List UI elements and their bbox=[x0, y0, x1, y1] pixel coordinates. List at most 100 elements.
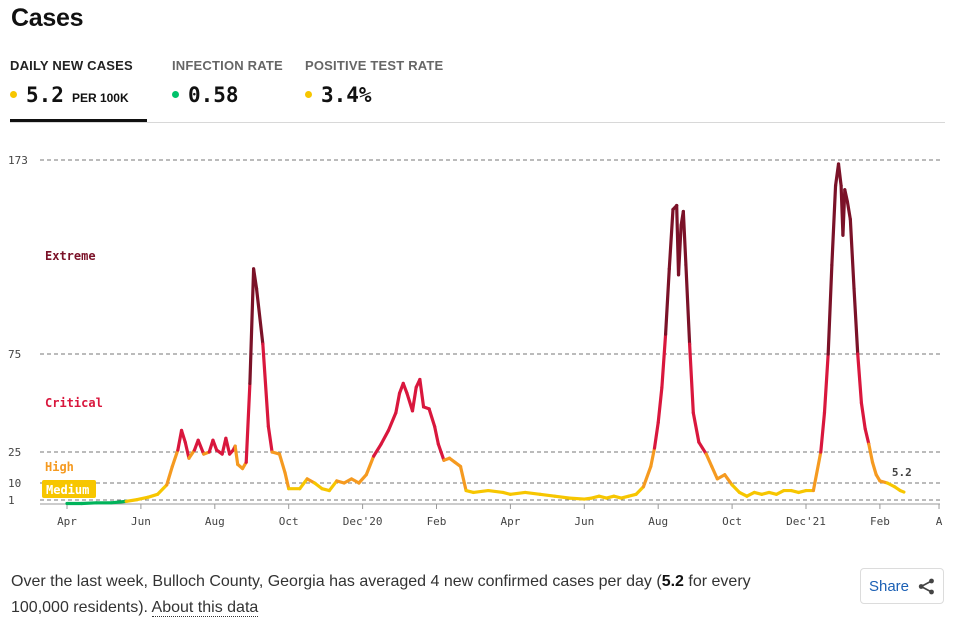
series-segment bbox=[663, 267, 671, 336]
series-segment bbox=[863, 426, 871, 446]
series-segment bbox=[870, 460, 878, 477]
x-tick-label: A bbox=[936, 515, 943, 528]
tab-value: 0.58 bbox=[188, 83, 239, 107]
series-segment bbox=[811, 450, 823, 493]
x-tick-label: Oct bbox=[279, 515, 299, 528]
x-tick-label: Dec'21 bbox=[786, 515, 826, 528]
series-segment bbox=[652, 421, 660, 450]
x-tick-label: Aug bbox=[648, 515, 668, 528]
share-label: Share bbox=[868, 577, 910, 595]
series-segment bbox=[486, 488, 505, 495]
series-segment bbox=[688, 342, 695, 415]
series-segment bbox=[165, 464, 174, 487]
series-segment bbox=[634, 485, 646, 496]
y-tick-label: 1 bbox=[8, 494, 15, 507]
x-tick-label: Jun bbox=[574, 515, 594, 528]
y-tick-label: 10 bbox=[8, 477, 21, 490]
series-segment bbox=[394, 391, 402, 415]
series-segment bbox=[124, 498, 139, 503]
series-segment bbox=[109, 499, 128, 505]
series-segment bbox=[458, 464, 468, 493]
series-segment bbox=[819, 411, 827, 454]
series-segment bbox=[410, 385, 418, 413]
series-segment bbox=[553, 494, 572, 500]
series-segment bbox=[836, 162, 843, 188]
series-segment bbox=[843, 188, 849, 204]
x-tick-label: Jun bbox=[131, 515, 151, 528]
series-segment bbox=[859, 401, 867, 431]
series-segment bbox=[244, 381, 252, 464]
series-segment bbox=[723, 473, 734, 487]
series-segment bbox=[676, 223, 683, 277]
series-segment bbox=[822, 352, 830, 415]
series-segment bbox=[826, 263, 834, 356]
cases-chart: 173 75 25 10 1 Apr Jun Aug Oct Dec'20 Feb Apr Jun Aug… bbox=[8, 154, 943, 528]
tab-infection-rate[interactable]: INFECTION RATE 0.58 bbox=[172, 56, 284, 122]
share-button[interactable]: Share bbox=[860, 568, 944, 604]
series-segment bbox=[845, 199, 852, 221]
series-segment bbox=[538, 492, 557, 498]
series-segment bbox=[277, 452, 287, 475]
series-segment bbox=[433, 424, 440, 446]
series-segment bbox=[523, 490, 542, 496]
series-segment bbox=[401, 381, 409, 395]
series-segment bbox=[704, 452, 714, 469]
series-segment bbox=[357, 473, 368, 485]
last-value-label: 5.2 bbox=[892, 466, 912, 479]
x-tick-label: Aug bbox=[205, 515, 225, 528]
series-segment bbox=[436, 442, 446, 462]
series-segment bbox=[697, 440, 708, 456]
series-segment bbox=[327, 479, 339, 493]
series-segment bbox=[224, 436, 232, 456]
series-segment bbox=[146, 492, 160, 499]
status-dot-icon bbox=[305, 91, 312, 98]
y-tick-label: 75 bbox=[8, 348, 21, 361]
status-dot-icon bbox=[10, 91, 17, 98]
series-segment bbox=[187, 448, 197, 460]
series-segment bbox=[298, 477, 309, 491]
series-segment bbox=[691, 411, 701, 444]
about-data-link[interactable]: About this data bbox=[151, 599, 259, 617]
summary-text: Over the last week, Bulloch County, Geor… bbox=[11, 573, 751, 617]
series-segment bbox=[660, 332, 668, 389]
series-segment bbox=[135, 495, 150, 502]
x-tick-label: Dec'20 bbox=[343, 515, 383, 528]
series-segment bbox=[649, 446, 657, 469]
tab-daily-new-cases[interactable]: DAILY NEW CASES 5.2 PER 100K bbox=[10, 56, 147, 122]
series-segment bbox=[248, 267, 256, 385]
tab-positive-test-rate[interactable]: POSITIVE TEST RATE 3.4% bbox=[305, 56, 445, 122]
series-segment bbox=[656, 385, 664, 425]
zone-label-critical: Critical bbox=[45, 396, 103, 410]
share-icon bbox=[918, 578, 934, 594]
series-segment bbox=[379, 428, 391, 446]
x-tick-label: Oct bbox=[722, 515, 742, 528]
y-tick-label: 173 bbox=[8, 154, 28, 167]
x-tick-label: Apr bbox=[500, 515, 520, 528]
series-segment bbox=[183, 440, 191, 460]
metric-tabs: DAILY NEW CASES 5.2 PER 100K INFECTION R… bbox=[10, 56, 945, 123]
series-segment bbox=[681, 209, 688, 267]
series-segment bbox=[856, 352, 864, 405]
summary-value: 5.2 bbox=[661, 573, 684, 590]
series-segment bbox=[641, 464, 653, 489]
series-segment bbox=[372, 442, 383, 458]
tab-value: 5.2 bbox=[26, 83, 64, 107]
series-segment bbox=[848, 217, 856, 291]
series-segment bbox=[841, 188, 847, 237]
series-segment bbox=[170, 448, 180, 469]
series-segment bbox=[508, 490, 527, 496]
series-segment bbox=[211, 438, 219, 452]
series-segment bbox=[80, 501, 99, 506]
status-dot-icon bbox=[172, 91, 179, 98]
series-segment bbox=[667, 207, 675, 271]
series-segment bbox=[710, 464, 719, 481]
series-segment bbox=[155, 483, 169, 496]
series-segment bbox=[261, 342, 270, 429]
zone-label-high: High bbox=[45, 460, 74, 474]
x-tick-label: Feb bbox=[870, 515, 890, 528]
x-tick-label: Apr bbox=[57, 515, 77, 528]
series-segment bbox=[254, 287, 265, 346]
tab-label: INFECTION RATE bbox=[172, 58, 283, 73]
series-segment bbox=[867, 442, 875, 464]
x-tick-label: Feb bbox=[427, 515, 447, 528]
